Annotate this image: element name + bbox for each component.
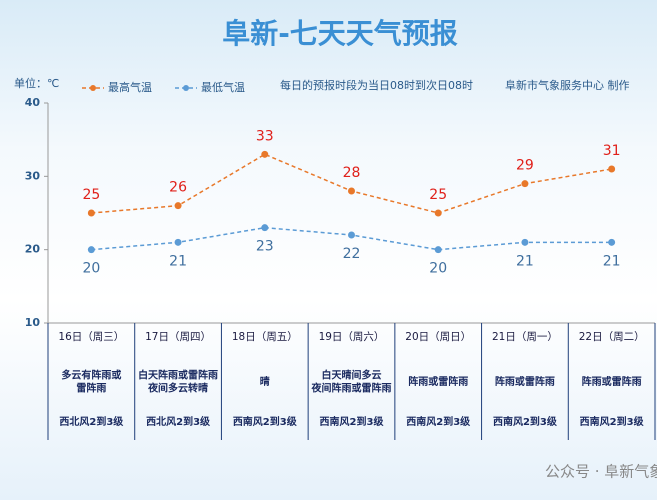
weather: 阵雨或雷阵雨 — [408, 375, 468, 388]
y-tick-label: 30 — [25, 169, 41, 182]
point — [521, 238, 529, 246]
weather: 晴 — [260, 375, 270, 388]
point — [348, 231, 355, 239]
x-tick-label: 19日（周六） — [319, 331, 385, 343]
x-tick-label: 20日（周日） — [405, 331, 471, 343]
x-tick-label: 17日（周四） — [145, 331, 211, 343]
point — [261, 150, 269, 158]
legend-label: 最高气温 — [108, 80, 152, 94]
y-tick-label: 10 — [25, 316, 41, 329]
value-label: 25 — [429, 187, 447, 203]
point — [434, 246, 442, 254]
weather: 雷阵雨 — [76, 382, 106, 395]
value-label: 33 — [256, 128, 274, 144]
weather: 阵雨或雷阵雨 — [495, 375, 555, 388]
weather: 白天晴间多云 — [322, 369, 382, 382]
x-tick-label: 21日（周一） — [492, 331, 558, 343]
value-label: 31 — [603, 143, 621, 159]
wind: 西南风2到3级 — [320, 415, 385, 428]
unit-label: 单位：℃ — [14, 76, 59, 90]
wind: 西南风2到3级 — [406, 415, 471, 428]
legend-marker — [90, 85, 96, 91]
point — [521, 180, 529, 188]
value-label: 21 — [169, 253, 187, 269]
x-tick-label: 18日（周五） — [232, 331, 298, 343]
note: 每日的预报时段为当日08时到次日08时 — [280, 78, 473, 92]
y-tick-label: 40 — [25, 96, 41, 109]
point — [434, 209, 442, 217]
weather: 白天阵雨或雷阵雨 — [138, 369, 218, 382]
wind: 西南风2到3级 — [493, 415, 558, 428]
watermark: 公众号 · 阜新气象 — [545, 463, 657, 481]
value-label: 23 — [256, 239, 274, 255]
value-label: 21 — [516, 253, 534, 269]
y-tick-label: 20 — [25, 243, 41, 256]
wind: 西北风2到3级 — [59, 415, 124, 428]
point — [608, 165, 616, 173]
x-tick-label: 22日（周二） — [579, 331, 645, 343]
source: 阜新市气象服务中心 制作 — [505, 78, 630, 92]
chart-title: 阜新-七天天气预报 — [222, 17, 458, 50]
point — [174, 238, 182, 246]
value-label: 20 — [429, 261, 447, 277]
value-label: 26 — [169, 180, 187, 196]
point — [608, 238, 616, 246]
weather: 多云有阵雨或 — [61, 369, 121, 382]
weather: 夜间阵雨或雷阵雨 — [311, 382, 392, 395]
weather: 阵雨或雷阵雨 — [582, 375, 642, 388]
x-tick-label: 16日（周三） — [58, 331, 124, 343]
wind: 西南风2到3级 — [580, 415, 645, 428]
point — [87, 209, 95, 217]
value-label: 29 — [516, 158, 534, 174]
value-label: 28 — [343, 165, 361, 181]
point — [261, 224, 269, 232]
weather: 夜间多云转晴 — [147, 382, 208, 395]
legend-marker — [183, 85, 189, 91]
point — [348, 187, 355, 195]
value-label: 22 — [343, 246, 361, 262]
point — [87, 246, 95, 254]
value-label: 25 — [82, 187, 100, 203]
legend-label: 最低气温 — [201, 80, 245, 94]
point — [174, 202, 182, 210]
wind: 西北风2到3级 — [146, 415, 211, 428]
wind: 西南风2到3级 — [233, 415, 298, 428]
value-label: 21 — [603, 253, 621, 269]
value-label: 20 — [82, 261, 100, 277]
